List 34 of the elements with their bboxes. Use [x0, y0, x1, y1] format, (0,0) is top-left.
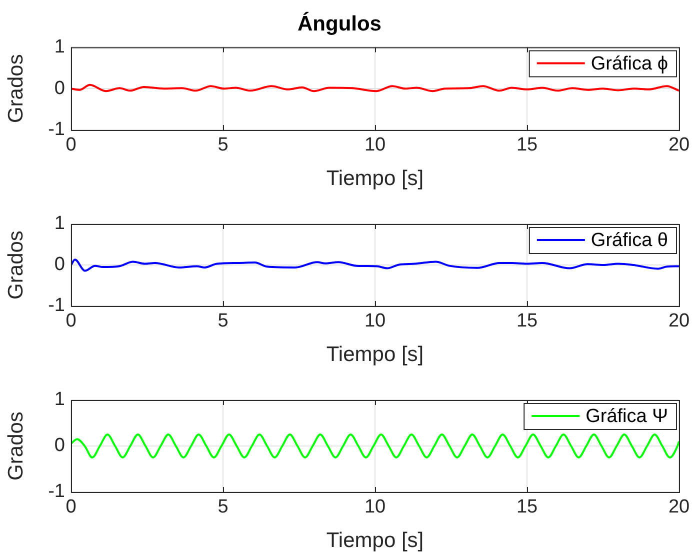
y-axis-title: Grados: [4, 412, 28, 480]
line-series: [71, 258, 679, 272]
x-tick-label: 20: [668, 496, 690, 518]
x-tick-label: 15: [516, 310, 538, 332]
x-axis-title: Tiempo [s]: [326, 529, 424, 552]
legend-label: Gráfica θ: [590, 230, 668, 252]
y-tick-label: 0: [54, 435, 65, 456]
legend-label: Gráfica Ψ: [586, 406, 668, 428]
x-tick-label: 10: [364, 310, 386, 332]
y-tick-label: -1: [48, 119, 65, 140]
y-tick-label: 1: [54, 36, 65, 58]
legend-label: Gráfica ϕ: [590, 53, 668, 74]
y-axis-title: Grados: [4, 54, 28, 124]
y-tick-label: 0: [54, 78, 65, 99]
y-tick-label: 1: [54, 389, 65, 410]
x-tick-label: 20: [668, 310, 690, 332]
y-axis-title: Grados: [4, 230, 28, 300]
x-tick-label: 5: [218, 310, 228, 332]
chart-title: Ángulos: [298, 11, 382, 36]
y-tick-label: -1: [48, 481, 65, 502]
x-tick-label: 5: [218, 496, 228, 518]
x-axis-title: Tiempo [s]: [326, 343, 424, 366]
x-axis-title: Tiempo [s]: [326, 167, 424, 190]
x-tick-label: 10: [364, 134, 386, 156]
x-tick-label: 20: [668, 134, 690, 156]
y-tick-label: -1: [48, 295, 65, 316]
x-tick-label: 15: [516, 134, 538, 156]
x-tick-label: 5: [218, 134, 228, 156]
y-tick-label: 0: [54, 254, 65, 276]
line-series: [71, 84, 679, 92]
y-tick-label: 1: [54, 213, 65, 234]
x-tick-label: 15: [516, 496, 538, 518]
x-tick-label: 10: [364, 496, 386, 518]
line-series: [71, 434, 679, 458]
